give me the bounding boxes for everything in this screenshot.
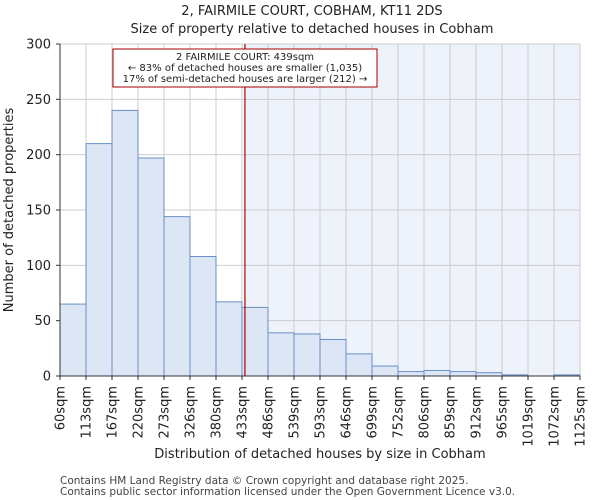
- x-tick-label-13: 752sqm: [392, 386, 407, 439]
- x-tick-label-19: 1072sqm: [548, 386, 563, 447]
- y-tick-label-1: 50: [34, 314, 51, 329]
- annotation-line3: 17% of semi-detached houses are larger (…: [123, 74, 368, 85]
- annotation-line1: 2 FAIRMILE COURT: 439sqm: [176, 52, 314, 63]
- x-tick-label-3: 220sqm: [132, 386, 147, 439]
- x-tick-label-17: 965sqm: [496, 386, 511, 439]
- x-tick-label-10: 593sqm: [314, 386, 329, 439]
- y-tick-label-6: 300: [26, 38, 51, 53]
- footer-line2: Contains public sector information licen…: [60, 486, 515, 498]
- bar-11: [345, 353, 373, 377]
- x-tick-label-7: 433sqm: [236, 386, 251, 439]
- y-tick-label-0: 0: [43, 370, 51, 385]
- annotation-line2: ← 83% of detached houses are smaller (1,…: [128, 63, 362, 74]
- footer-line1: Contains HM Land Registry data © Crown c…: [60, 475, 468, 487]
- y-tick-label-5: 250: [26, 93, 51, 108]
- bar-3: [137, 157, 165, 377]
- annotation-box: [112, 48, 378, 88]
- x-tick-label-8: 486sqm: [262, 386, 277, 439]
- chart-title-line1: 2, FAIRMILE COURT, COBHAM, KT11 2DS: [181, 4, 442, 19]
- bar-6: [215, 301, 243, 377]
- bar-5: [189, 255, 217, 377]
- x-tick-label-12: 699sqm: [366, 386, 381, 439]
- bar-0: [59, 303, 87, 377]
- bar-13: [397, 371, 425, 377]
- x-axis-label: Distribution of detached houses by size …: [154, 447, 485, 462]
- bar-9: [293, 333, 321, 377]
- bar-8: [267, 332, 295, 377]
- bar-2: [111, 109, 139, 377]
- bar-12: [371, 365, 399, 377]
- x-tick-label-4: 273sqm: [158, 386, 173, 439]
- bar-14: [423, 369, 451, 377]
- y-tick-label-2: 100: [26, 259, 51, 274]
- y-axis-label: Number of detached properties: [2, 108, 17, 313]
- bar-10: [319, 338, 347, 377]
- x-tick-label-18: 1019sqm: [522, 386, 537, 447]
- chart-title-line2: Size of property relative to detached ho…: [131, 22, 494, 37]
- plot-area: 0 50 100 150 200 250 300 60sqm 113sqm 167sqm 220sq…: [26, 38, 588, 447]
- x-tick-label-0: 60sqm: [54, 386, 69, 430]
- bar-4: [163, 216, 191, 377]
- bar-1: [85, 143, 113, 377]
- x-tick-label-15: 859sqm: [444, 386, 459, 439]
- x-tick-label-9: 539sqm: [288, 386, 303, 439]
- x-tick-label-1: 113sqm: [80, 386, 95, 439]
- x-tick-label-14: 806sqm: [418, 386, 433, 439]
- y-tick-label-4: 200: [26, 148, 51, 163]
- y-tick-label-3: 150: [26, 204, 51, 219]
- x-tick-label-20: 1125sqm: [574, 386, 589, 447]
- bar-15: [449, 371, 477, 377]
- x-tick-label-11: 646sqm: [340, 386, 355, 439]
- bar-7: [241, 306, 269, 377]
- x-tick-label-5: 326sqm: [184, 386, 199, 439]
- x-tick-label-2: 167sqm: [106, 386, 121, 439]
- x-tick-label-16: 912sqm: [470, 386, 485, 439]
- x-tick-label-6: 380sqm: [210, 386, 225, 439]
